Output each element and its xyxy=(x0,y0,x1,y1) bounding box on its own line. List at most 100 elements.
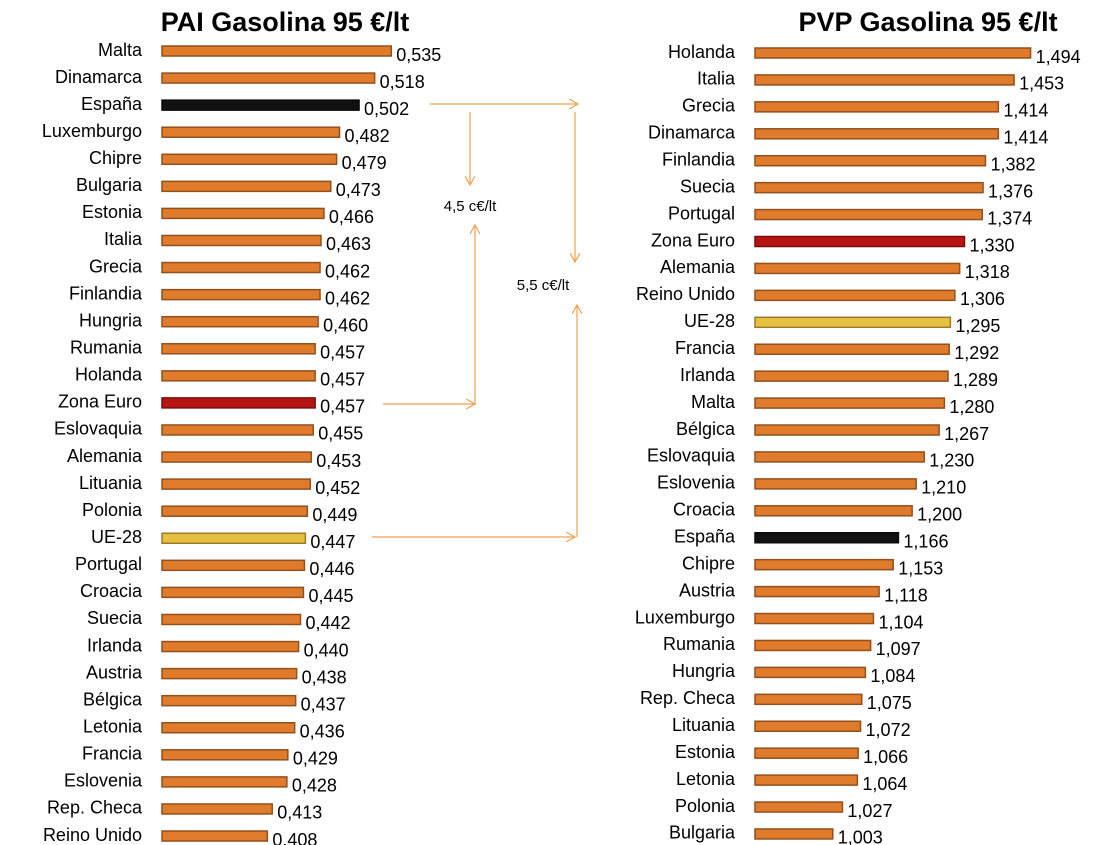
value-label: 0,408 xyxy=(272,830,317,845)
category-label: Francia xyxy=(82,744,143,764)
value-label: 1,295 xyxy=(955,316,1000,336)
category-label: Zona Euro xyxy=(58,392,142,412)
category-label: Malta xyxy=(691,392,736,412)
bar xyxy=(161,694,297,707)
bar xyxy=(754,801,844,813)
category-label: Italia xyxy=(697,69,736,89)
value-label: 1,453 xyxy=(1019,74,1064,94)
bar xyxy=(161,776,288,788)
value-label: 0,462 xyxy=(325,261,370,281)
bar xyxy=(754,531,900,544)
bar xyxy=(161,424,314,436)
value-label: 0,452 xyxy=(315,478,360,498)
value-label: 0,457 xyxy=(320,397,365,417)
category-label: Reino Unido xyxy=(43,825,142,845)
value-label: 0,436 xyxy=(300,722,345,742)
value-label: 0,437 xyxy=(301,694,346,714)
value-label: 0,463 xyxy=(326,234,371,254)
value-label: 0,535 xyxy=(396,45,441,65)
value-label: 0,429 xyxy=(293,749,338,769)
bar xyxy=(754,316,952,329)
bar xyxy=(161,640,300,653)
value-label: 1,267 xyxy=(944,424,989,444)
bar xyxy=(754,128,1000,140)
bar xyxy=(754,720,862,732)
category-label: Polonia xyxy=(675,796,736,816)
bar xyxy=(161,667,298,680)
category-label: Bélgica xyxy=(676,419,736,439)
bar xyxy=(161,613,302,626)
bar xyxy=(754,397,946,409)
value-label: 1,084 xyxy=(870,666,915,686)
value-label: 1,166 xyxy=(903,531,948,551)
value-label: 1,230 xyxy=(929,451,974,471)
bar xyxy=(754,693,863,706)
category-label: Dinamarca xyxy=(55,67,143,87)
bar xyxy=(754,505,913,517)
value-label: 1,003 xyxy=(838,828,883,845)
value-label: 1,104 xyxy=(878,612,923,632)
category-label: Suecia xyxy=(680,176,736,196)
value-label: 1,292 xyxy=(954,343,999,363)
bar xyxy=(161,532,307,545)
arrows xyxy=(372,104,578,537)
category-label: Grecia xyxy=(682,96,736,116)
bar xyxy=(754,74,1015,86)
category-label: Rep. Checa xyxy=(47,798,143,818)
bar xyxy=(754,828,834,840)
category-label: UE-28 xyxy=(91,527,142,547)
category-label: Suecia xyxy=(87,608,143,628)
bar xyxy=(161,397,316,409)
value-label: 1,374 xyxy=(987,208,1032,228)
bar xyxy=(754,208,983,221)
bar xyxy=(161,343,316,355)
value-label: 1,382 xyxy=(990,154,1035,174)
value-label: 1,027 xyxy=(847,801,892,821)
value-label: 0,482 xyxy=(345,126,390,146)
bar xyxy=(754,639,872,652)
category-label: Francia xyxy=(675,338,736,358)
bar xyxy=(754,181,984,194)
category-label: Chipre xyxy=(682,553,735,573)
value-label: 0,446 xyxy=(309,559,354,579)
value-label: 1,494 xyxy=(1036,47,1081,67)
bar xyxy=(754,262,961,275)
category-label: Rumania xyxy=(70,338,143,358)
value-label: 0,460 xyxy=(323,315,368,335)
value-label: 0,453 xyxy=(316,451,361,471)
category-label: Portugal xyxy=(668,203,735,223)
category-label: Letonia xyxy=(83,717,143,737)
value-label: 1,064 xyxy=(862,774,907,794)
category-label: Hungria xyxy=(672,661,736,681)
category-label: Estonia xyxy=(675,742,736,762)
category-label: Malta xyxy=(98,40,143,60)
value-label: 1,318 xyxy=(965,262,1010,282)
bar xyxy=(754,343,950,355)
value-label: 0,413 xyxy=(277,803,322,823)
category-label: Irlanda xyxy=(680,365,736,385)
bar xyxy=(161,288,321,301)
value-label: 1,097 xyxy=(876,639,921,659)
bar xyxy=(754,585,880,598)
bar xyxy=(161,45,392,57)
bar xyxy=(754,612,875,625)
value-label: 1,200 xyxy=(917,505,962,525)
category-label: Lituania xyxy=(672,715,736,735)
chart-title: PVP Gasolina 95 €/lt xyxy=(798,7,1057,37)
value-label: 0,518 xyxy=(380,72,425,92)
category-label: Luxemburgo xyxy=(42,121,142,141)
bar xyxy=(161,451,313,463)
bar xyxy=(161,559,306,572)
value-label: 0,479 xyxy=(342,153,387,173)
value-label: 0,462 xyxy=(325,288,370,308)
category-label: Chipre xyxy=(89,148,142,168)
value-label: 0,438 xyxy=(302,667,347,687)
value-label: 0,447 xyxy=(310,532,355,552)
category-label: UE-28 xyxy=(684,311,735,331)
value-label: 1,414 xyxy=(1003,128,1048,148)
bar xyxy=(754,558,894,571)
value-label: 1,306 xyxy=(960,289,1005,309)
value-label: 0,428 xyxy=(292,776,337,796)
category-label: Croacia xyxy=(673,500,736,520)
